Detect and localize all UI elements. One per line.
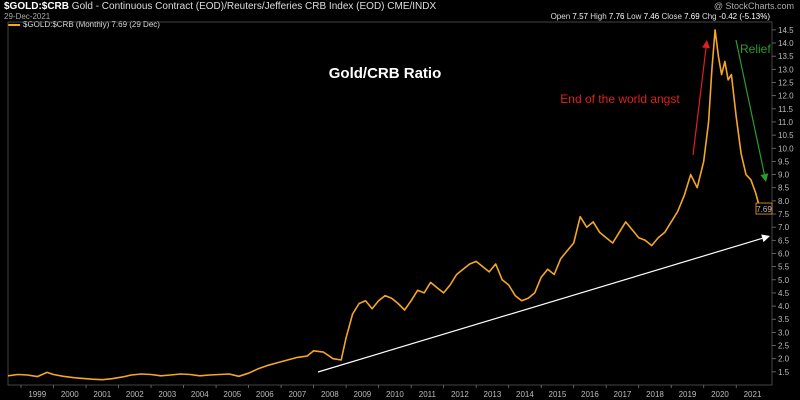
annotation-end-of-world: End of the world angst	[560, 92, 680, 106]
x-tick-label: 2019	[679, 390, 697, 399]
x-tick-label: 2017	[614, 390, 632, 399]
symbol-description: Gold - Continuous Contract (EOD)/Reuters…	[71, 1, 437, 12]
low-label: Low	[626, 12, 642, 21]
series-legend: $GOLD:$CRB (Monthly) 7.69 (29 Dec)	[8, 20, 160, 29]
x-tick-label: 2015	[549, 390, 567, 399]
y-tick-label: 12.5	[778, 79, 794, 88]
x-tick-label: 2002	[126, 390, 144, 399]
open-value: 7.57	[572, 12, 588, 21]
y-tick-label: 11.5	[778, 105, 794, 114]
x-tick-label: 2003	[158, 390, 176, 399]
x-tick-label: 2020	[711, 390, 729, 399]
high-value: 7.76	[608, 12, 625, 21]
y-tick-label: 6.0	[778, 249, 790, 258]
symbol: $GOLD:$CRB	[4, 1, 70, 12]
ohlc-readout: Open 7.57 High 7.76 Low 7.46 Close 7.69 …	[551, 12, 770, 21]
y-tick-label: 1.5	[778, 368, 790, 377]
quote-date: 29-Dec-2021	[4, 12, 51, 21]
x-tick-label: 2011	[419, 390, 437, 399]
low-value: 7.46	[643, 12, 660, 21]
x-tick-label: 2016	[581, 390, 599, 399]
y-tick-label: 13.0	[778, 65, 794, 74]
green-arrow-shaft	[735, 39, 765, 175]
y-tick-label: 4.0	[778, 302, 790, 311]
close-label: Close	[661, 12, 682, 21]
x-tick-label: 2004	[191, 390, 209, 399]
support-trendline-shaft	[317, 237, 763, 373]
chg-value: -0.42 (-5.13%)	[718, 12, 770, 21]
x-tick-label: 2008	[321, 390, 339, 399]
support-trendline-head	[761, 234, 770, 243]
y-tick-label: 13.5	[778, 52, 794, 61]
x-tick-label: 2021	[744, 390, 762, 399]
y-tick-label: 2.5	[778, 342, 790, 351]
x-tick-label: 2000	[61, 390, 79, 399]
y-tick-label: 10.5	[778, 131, 794, 140]
y-tick-label: 3.0	[778, 328, 790, 337]
x-tick-label: 2009	[353, 390, 371, 399]
y-tick-label: 11.0	[778, 118, 794, 127]
chart-header: $GOLD:$CRB Gold - Continuous Contract (E…	[0, 0, 800, 29]
y-tick-label: 12.0	[778, 92, 794, 101]
last-value-label: 7.69	[756, 205, 772, 214]
x-tick-label: 2005	[223, 390, 241, 399]
y-tick-label: 6.5	[778, 236, 790, 245]
x-tick-label: 2007	[288, 390, 306, 399]
y-tick-label: 10.0	[778, 144, 794, 153]
x-tick-label: 2010	[386, 390, 404, 399]
symbol-line: $GOLD:$CRB Gold - Continuous Contract (E…	[4, 1, 436, 12]
x-tick-label: 2018	[646, 390, 664, 399]
y-tick-label: 8.5	[778, 184, 790, 193]
red-arrow-head	[702, 40, 711, 49]
y-tick-label: 3.5	[778, 315, 790, 324]
gold-crb-ratio-line	[7, 29, 769, 381]
y-tick-label: 7.5	[778, 210, 790, 219]
y-tick-label: 5.5	[778, 263, 790, 272]
y-tick-label: 2.0	[778, 355, 790, 364]
y-tick-label: 14.5	[778, 26, 794, 35]
stockcharts-watermark: @ StockCharts.com	[713, 1, 794, 11]
legend-swatch	[8, 23, 20, 26]
y-tick-label: 5.0	[778, 276, 790, 285]
y-tick-label: 14.0	[778, 39, 794, 48]
close-value: 7.69	[684, 12, 700, 21]
green-arrow-head	[760, 173, 769, 182]
last-value-box	[755, 202, 773, 215]
red-arrow-shaft	[692, 47, 707, 156]
y-tick-label: 4.5	[778, 289, 790, 298]
chart-title: Gold/CRB Ratio	[329, 65, 442, 82]
legend-label: $GOLD:$CRB (Monthly) 7.69 (29 Dec)	[23, 20, 160, 29]
y-tick-label: 9.5	[778, 157, 790, 166]
y-tick-label: 8.0	[778, 197, 790, 206]
y-tick-label: 7.0	[778, 223, 790, 232]
x-tick-label: 2001	[93, 390, 111, 399]
chg-label: Chg	[701, 12, 717, 21]
x-tick-label: 2013	[484, 390, 502, 399]
x-tick-label: 2006	[256, 390, 274, 399]
x-tick-label: 1999	[28, 390, 46, 399]
annotation-relief: Relief	[740, 42, 771, 56]
y-tick-label: 9.0	[778, 171, 790, 180]
high-label: High	[590, 12, 607, 21]
x-tick-label: 2014	[516, 390, 534, 399]
open-label: Open	[550, 12, 571, 21]
x-tick-label: 2012	[451, 390, 469, 399]
